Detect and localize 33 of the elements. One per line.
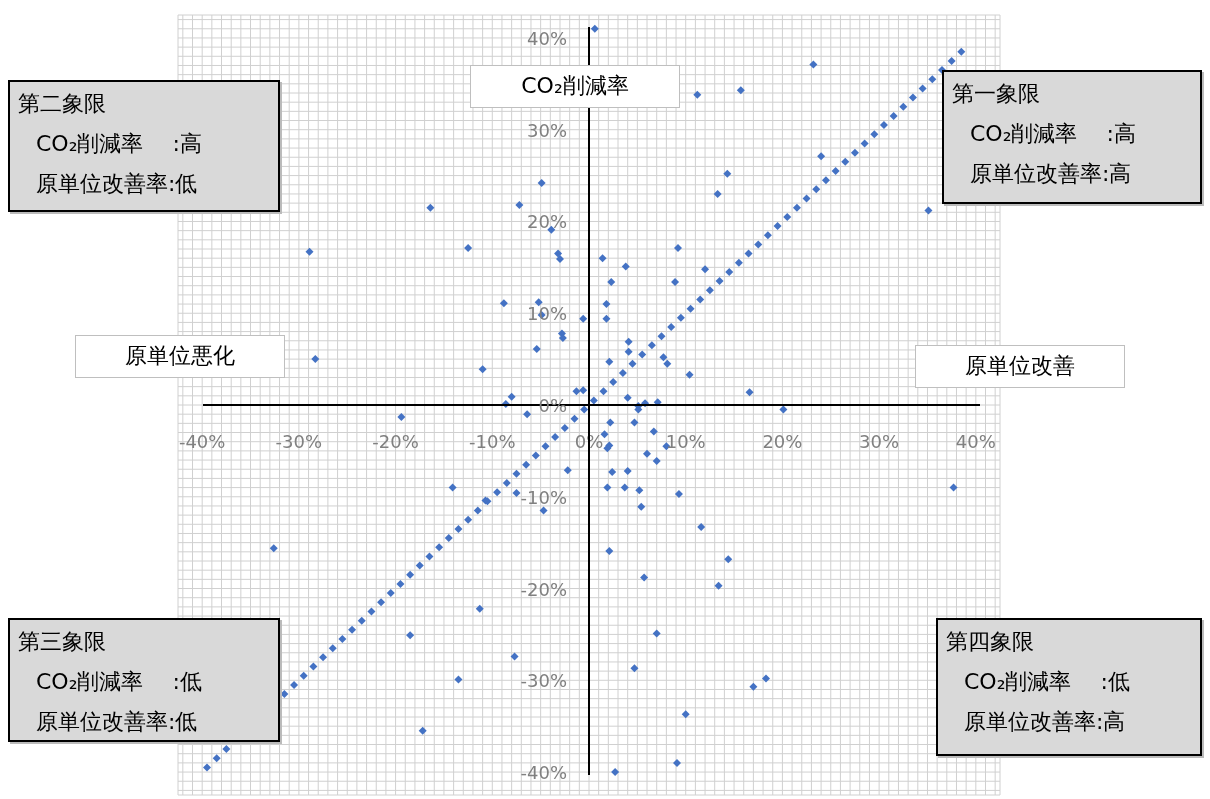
text-box: 第四象限 CO₂削減率 :低 原単位改善率:高 bbox=[936, 618, 1202, 756]
x-tick-label: -40% bbox=[178, 431, 226, 452]
x-tick-label: -20% bbox=[372, 431, 419, 452]
x-tick-label: -30% bbox=[275, 431, 323, 452]
annotation: CO₂削減率 :高 bbox=[969, 120, 1137, 148]
annotation: 原単位改善率:高 bbox=[963, 708, 1127, 736]
annotation: CO₂削減率 :低 bbox=[35, 668, 203, 696]
text-box: 第二象限 CO₂削減率 :高 原単位改善率:低 bbox=[8, 80, 280, 212]
y-tick-label: 10% bbox=[526, 303, 567, 325]
text-box: 原単位改善 bbox=[915, 345, 1125, 388]
text-box: CO₂削減率 bbox=[470, 65, 680, 108]
annotation: 第四象限 bbox=[946, 628, 1035, 656]
y-tick-label: -20% bbox=[520, 578, 567, 600]
x-tick-label: 20% bbox=[762, 431, 803, 452]
text-box: 第一象限 CO₂削減率 :高 原単位改善率:高 bbox=[942, 70, 1202, 204]
annotation: 原単位改善率:低 bbox=[35, 708, 199, 736]
y-tick-label: -40% bbox=[520, 762, 567, 784]
annotation: 原単位改善率:低 bbox=[35, 170, 199, 198]
annotation: CO₂削減率 :低 bbox=[963, 668, 1131, 696]
x-tick-label: 30% bbox=[859, 431, 900, 452]
x-tick-label: -10% bbox=[469, 431, 516, 452]
x-tick-label: 10% bbox=[665, 431, 706, 452]
annotation: 原単位改善率:高 bbox=[969, 160, 1133, 188]
y-tick-label: 30% bbox=[526, 119, 567, 141]
text-box: 原単位悪化 bbox=[75, 335, 285, 378]
text-box: 第三象限 CO₂削減率 :低 原単位改善率:低 bbox=[8, 618, 280, 742]
annotation: 第一象限 bbox=[952, 80, 1041, 108]
y-tick-label: 40% bbox=[526, 27, 567, 49]
y-tick-label: -30% bbox=[520, 670, 567, 692]
y-tick-label: 20% bbox=[526, 211, 567, 233]
annotation: CO₂削減率 :高 bbox=[35, 130, 203, 158]
x-tick-label: 40% bbox=[955, 431, 996, 452]
y-tick-label: -10% bbox=[520, 486, 567, 508]
